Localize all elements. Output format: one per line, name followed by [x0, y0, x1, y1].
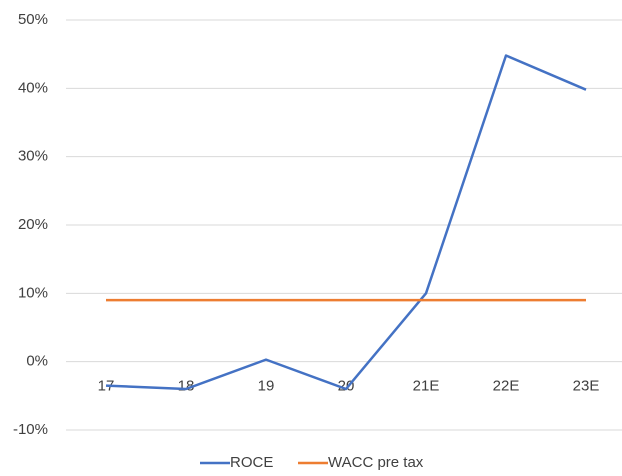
- x-tick-label: 18: [178, 378, 195, 395]
- x-tick-label: 20: [338, 378, 355, 395]
- y-tick-label: 40%: [18, 79, 48, 96]
- y-tick-label: 30%: [18, 148, 48, 165]
- y-tick-label: 50%: [18, 11, 48, 28]
- legend-label: WACC pre tax: [328, 454, 424, 471]
- y-tick-label: 20%: [18, 216, 48, 233]
- x-tick-label: 23E: [573, 378, 600, 395]
- x-tick-label: 19: [258, 378, 275, 395]
- y-tick-label: -10%: [13, 421, 48, 438]
- x-tick-label: 22E: [493, 378, 520, 395]
- y-tick-label: 10%: [18, 284, 48, 301]
- line: [105, 54, 587, 391]
- y-tick-label: 0%: [26, 353, 48, 370]
- x-tick-label: 21E: [413, 378, 440, 395]
- legend-label: ROCE: [230, 454, 273, 471]
